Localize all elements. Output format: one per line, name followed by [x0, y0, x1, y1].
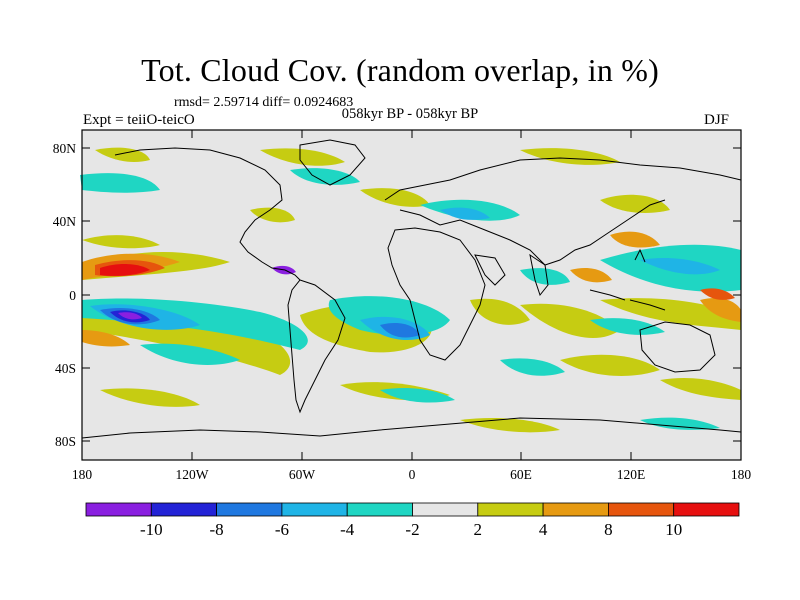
lon-label-180w: 180: [72, 467, 93, 482]
lat-label-80s: 80S: [55, 434, 76, 449]
colorbar-box: [542, 502, 609, 517]
colorbar-box: [412, 502, 479, 517]
lon-label-120w: 120W: [176, 467, 209, 482]
colorbar-level-label: 8: [604, 520, 613, 539]
map-title: Tot. Cloud Cov. (random overlap, in %): [141, 52, 659, 88]
season-label: DJF: [704, 112, 730, 128]
colorbar-level-label: -6: [275, 520, 289, 539]
anomaly-contours: [80, 147, 741, 433]
colorbar-box: [216, 502, 283, 517]
lat-tick-marks: [82, 147, 741, 442]
map-background: [82, 130, 741, 460]
colorbar-level-label: -2: [405, 520, 419, 539]
lon-label-180e: 180: [731, 467, 752, 482]
colorbar: -10 -8 -6 -4 -2 2 4 8 10: [85, 502, 740, 539]
lon-label-60e: 60E: [510, 467, 532, 482]
colorbar-box: [85, 502, 152, 517]
colorbar-box: [150, 502, 218, 517]
colorbar-level-label: 2: [474, 520, 483, 539]
colorbar-level-label: -8: [210, 520, 224, 539]
colorbar-level-label: 10: [665, 520, 682, 539]
experiment-label: Expt = teiiO-teicO: [83, 112, 195, 128]
lat-label-40s: 40S: [55, 361, 76, 376]
lat-label-40n: 40N: [53, 214, 77, 229]
lon-label-60w: 60W: [289, 467, 316, 482]
lon-tick-marks: [81, 130, 742, 460]
lat-label-0: 0: [69, 288, 76, 303]
colorbar-box: [477, 502, 544, 517]
colorbar-box: [673, 502, 740, 517]
period-subtitle: 058kyr BP - 058kyr BP: [341, 106, 479, 122]
colorbar-box: [346, 502, 413, 517]
rmsd-diff-stats: rmsd= 2.59714 diff= 0.0924683: [174, 95, 354, 110]
lon-label-0: 0: [409, 467, 416, 482]
colorbar-boxes: [85, 502, 740, 517]
colorbar-level-label: 4: [539, 520, 548, 539]
colorbar-labels: -10 -8 -6 -4 -2 2 4 8 10: [140, 520, 682, 539]
lon-label-120e: 120E: [617, 467, 646, 482]
coastlines: [81, 139, 742, 439]
colorbar-box: [608, 502, 675, 517]
colorbar-box: [281, 502, 348, 517]
colorbar-level-label: -4: [340, 520, 355, 539]
lat-label-80n: 80N: [53, 141, 77, 156]
map-panel: 80N 40N 0 40S 80S 180 120W 60W 0 60E 120…: [53, 129, 752, 482]
colorbar-level-label: -10: [140, 520, 163, 539]
